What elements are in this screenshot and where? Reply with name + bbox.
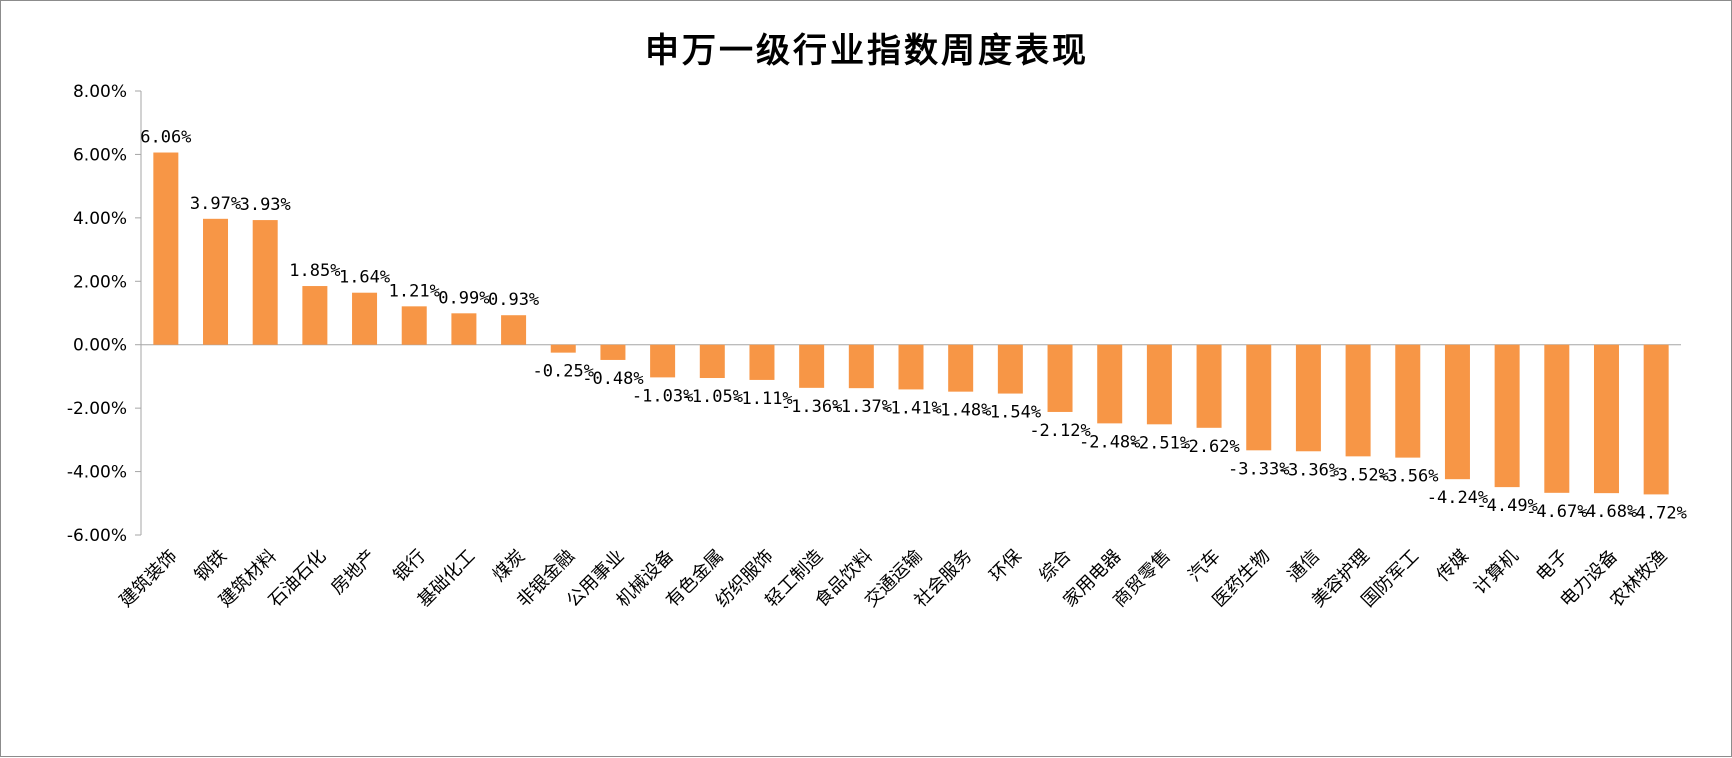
x-category-label: 建筑装饰: [116, 546, 182, 612]
data-label: 1.85%: [289, 261, 340, 281]
x-category-label: 综合: [1035, 546, 1075, 586]
y-tick-label: 6.00%: [73, 145, 127, 165]
data-label: -2.62%: [1178, 437, 1239, 457]
data-label: -4.67%: [1526, 502, 1587, 522]
data-label: -1.37%: [831, 397, 892, 417]
data-label: -0.25%: [533, 362, 594, 382]
y-tick-label: 4.00%: [73, 209, 127, 229]
bar: [1593, 344, 1619, 494]
bar: [550, 344, 576, 353]
bar: [1047, 344, 1073, 412]
y-tick-label: 0.00%: [73, 336, 127, 356]
bar: [252, 220, 278, 345]
data-label: -4.72%: [1625, 503, 1686, 523]
data-label: 3.97%: [190, 194, 241, 214]
x-category-label: 银行: [389, 546, 429, 586]
bar: [203, 218, 229, 345]
data-label: 3.93%: [240, 195, 291, 215]
bar: [948, 344, 974, 392]
data-label: -2.51%: [1129, 433, 1190, 453]
bar: [153, 152, 179, 345]
bar: [401, 306, 427, 345]
bar: [650, 344, 676, 378]
data-label: 0.93%: [488, 290, 539, 310]
data-label: -1.54%: [980, 403, 1041, 423]
bar: [1395, 344, 1421, 458]
bar: [749, 344, 775, 380]
bar: [799, 344, 825, 388]
bar: [451, 313, 477, 345]
data-label: -3.52%: [1327, 465, 1388, 485]
data-label: -3.36%: [1278, 460, 1339, 480]
data-label: -4.68%: [1576, 502, 1637, 522]
y-tick-label: 8.00%: [73, 82, 127, 102]
y-tick-label: -6.00%: [67, 526, 127, 546]
data-label: -1.11%: [731, 389, 792, 409]
bar: [1494, 344, 1520, 488]
bar: [1097, 344, 1123, 424]
data-label: 1.21%: [389, 281, 440, 301]
data-label: -2.12%: [1029, 421, 1090, 441]
bar: [699, 344, 725, 379]
bar: [997, 344, 1023, 394]
bar: [848, 344, 874, 389]
data-label: -1.36%: [781, 397, 842, 417]
bar: [1146, 344, 1172, 425]
data-label: -2.48%: [1079, 432, 1140, 452]
x-category-label: 汽车: [1184, 546, 1224, 586]
data-label: -1.05%: [682, 387, 743, 407]
data-label: 1.64%: [339, 268, 390, 288]
bar: [1544, 344, 1570, 493]
data-label: -1.48%: [930, 401, 991, 421]
x-category-label: 房地产: [327, 546, 380, 599]
bar: [1345, 344, 1371, 457]
bar: [1444, 344, 1470, 480]
chart-title: 申万一级行业指数周度表现: [645, 31, 1089, 71]
y-tick-label: -4.00%: [67, 463, 127, 483]
data-label: -3.56%: [1377, 467, 1438, 487]
bar: [898, 344, 924, 390]
data-label: 6.06%: [140, 128, 191, 148]
bar: [501, 315, 527, 345]
x-category-label: 传媒: [1433, 546, 1473, 586]
x-category-label: 电子: [1532, 546, 1572, 586]
x-category-label: 钢铁: [191, 546, 231, 586]
x-category-label: 环保: [986, 546, 1026, 586]
data-label: -1.41%: [880, 398, 941, 418]
bar: [302, 286, 328, 345]
data-label: -0.48%: [582, 369, 643, 389]
data-label: 0.99%: [438, 288, 489, 308]
bar: [1643, 344, 1669, 495]
data-label: -4.49%: [1476, 496, 1537, 516]
bar: [1295, 344, 1321, 452]
bar: [600, 344, 626, 360]
y-tick-label: 2.00%: [73, 272, 127, 292]
x-category-label: 煤炭: [489, 546, 529, 586]
bar: [1246, 344, 1272, 451]
x-category-label: 计算机: [1470, 546, 1523, 599]
x-category-label: 通信: [1284, 546, 1324, 586]
y-tick-label: -2.00%: [67, 399, 127, 419]
data-label: -3.33%: [1228, 459, 1289, 479]
data-label: -4.24%: [1427, 488, 1488, 508]
data-label: -1.03%: [632, 386, 693, 406]
bar: [1196, 344, 1222, 428]
bar: [352, 292, 378, 345]
